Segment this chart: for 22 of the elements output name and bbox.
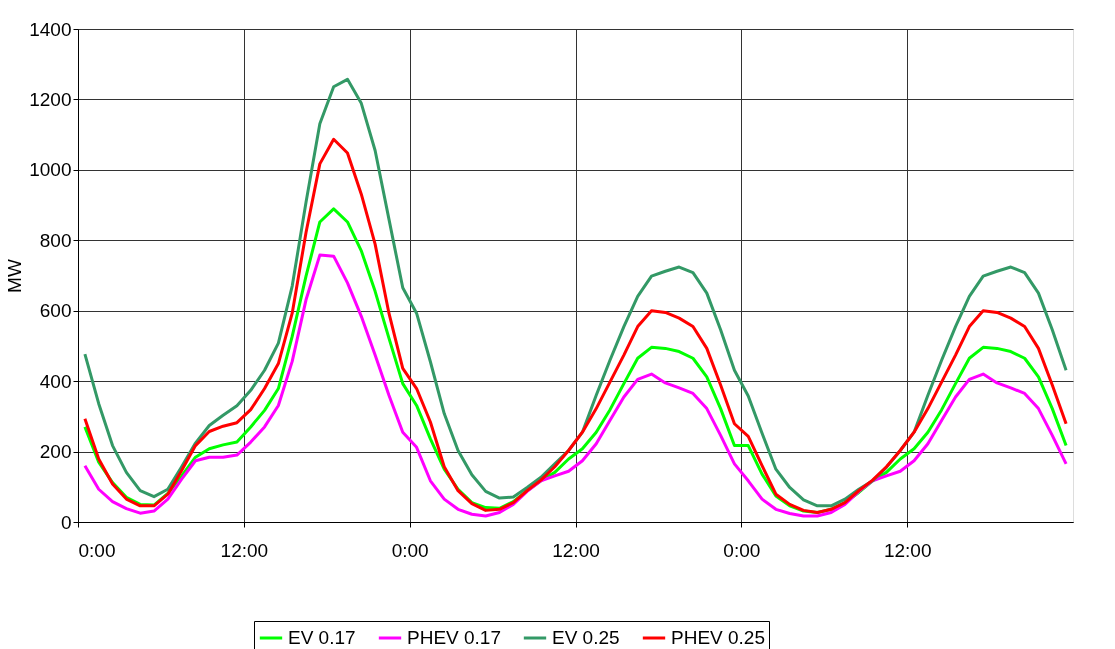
- line-series: [83, 253, 1068, 518]
- y-tick-label: 0: [60, 511, 72, 533]
- x-tick-label: 0:00: [723, 539, 761, 561]
- y-tick-label: 600: [39, 300, 72, 322]
- x-tick-label: 0:00: [78, 539, 116, 561]
- x-tick-label: 12:00: [552, 539, 600, 561]
- legend-label: EV 0.25: [552, 627, 620, 648]
- x-tick-label: 12:00: [883, 539, 932, 561]
- x-tick-label: 0:00: [391, 539, 429, 561]
- y-tick-label: 1000: [29, 159, 72, 181]
- y-tick-label: 1400: [29, 18, 72, 40]
- y-tick-label: 200: [39, 441, 72, 463]
- legend-label: PHEV 0.25: [671, 627, 765, 648]
- legend-label: PHEV 0.17: [407, 627, 501, 648]
- legend-label: EV 0.17: [288, 627, 356, 648]
- line-series: [83, 137, 1068, 514]
- y-tick-label: 800: [39, 229, 72, 251]
- x-tick-label: 12:00: [220, 539, 269, 561]
- line-series: [83, 77, 1068, 508]
- y-tick-label: 1200: [29, 88, 72, 110]
- y-axis-title: MW: [4, 259, 26, 293]
- y-tick-label: 400: [39, 370, 72, 392]
